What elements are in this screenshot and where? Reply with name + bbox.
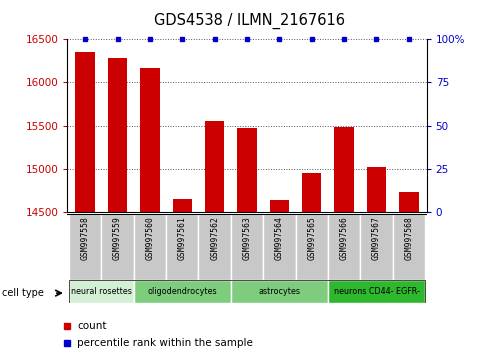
Bar [231, 214, 263, 280]
Bar [302, 173, 321, 212]
Text: GSM997563: GSM997563 [243, 216, 251, 260]
Text: oligodendrocytes: oligodendrocytes [148, 287, 217, 296]
Text: neural rosettes: neural rosettes [71, 287, 132, 296]
Bar [238, 128, 256, 212]
Text: astrocytes: astrocytes [258, 287, 300, 296]
Bar [295, 214, 328, 280]
Bar [393, 214, 425, 280]
Bar [166, 214, 199, 280]
Bar [231, 280, 328, 303]
Text: percentile rank within the sample: percentile rank within the sample [77, 338, 253, 348]
Text: GSM997566: GSM997566 [340, 216, 349, 260]
Text: GSM997564: GSM997564 [275, 216, 284, 260]
Bar [367, 167, 386, 212]
Bar [140, 68, 160, 212]
Text: GSM997565: GSM997565 [307, 216, 316, 260]
Text: GSM997568: GSM997568 [404, 216, 413, 260]
Bar [69, 280, 134, 303]
Bar [334, 126, 354, 212]
Bar [205, 121, 225, 212]
Text: GSM997567: GSM997567 [372, 216, 381, 260]
Bar [328, 280, 425, 303]
Text: GSM997561: GSM997561 [178, 216, 187, 260]
Bar [75, 52, 95, 212]
Bar [360, 214, 393, 280]
Bar [69, 214, 101, 280]
Text: cell type: cell type [2, 288, 44, 298]
Bar [399, 192, 419, 212]
Bar [328, 214, 360, 280]
Text: GSM997559: GSM997559 [113, 216, 122, 260]
Bar [134, 280, 231, 303]
Bar [108, 58, 127, 212]
Bar [263, 214, 295, 280]
Bar [199, 214, 231, 280]
Bar [173, 199, 192, 212]
Bar [101, 214, 134, 280]
Text: GSM997562: GSM997562 [210, 216, 219, 260]
Text: GSM997558: GSM997558 [81, 216, 90, 260]
Bar [134, 214, 166, 280]
Text: count: count [77, 321, 107, 331]
Text: GSM997560: GSM997560 [145, 216, 154, 260]
Bar [269, 200, 289, 212]
Text: GDS4538 / ILMN_2167616: GDS4538 / ILMN_2167616 [154, 12, 345, 29]
Text: neurons CD44- EGFR-: neurons CD44- EGFR- [334, 287, 419, 296]
